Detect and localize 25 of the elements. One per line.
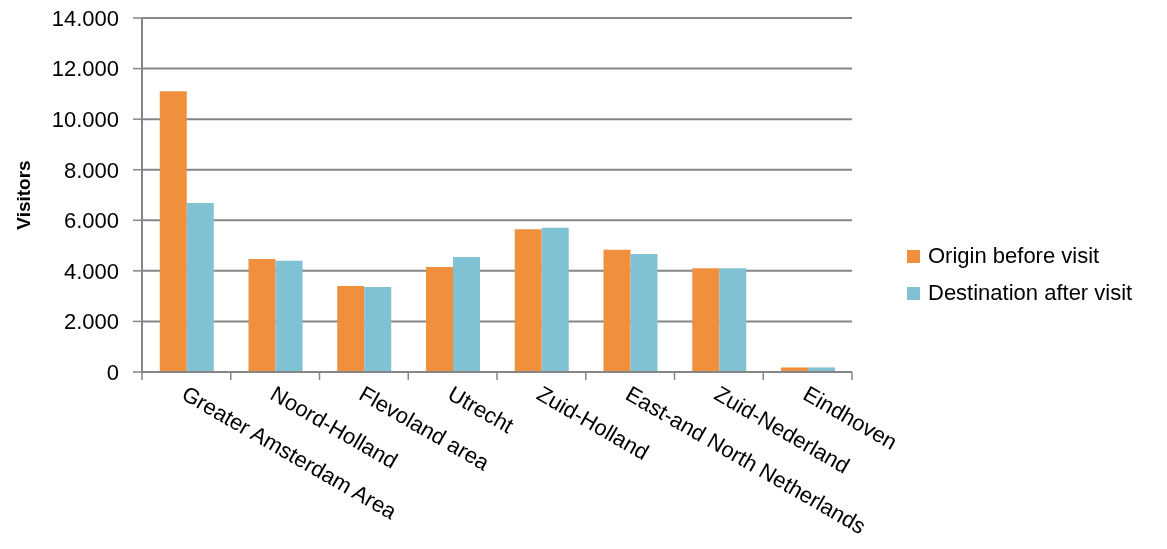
bar: [186, 203, 214, 372]
y-tick-label: 12.000: [51, 56, 119, 82]
bar: [248, 258, 276, 372]
bar: [426, 267, 453, 372]
bar: [630, 253, 658, 372]
bar: [337, 286, 365, 372]
bar: [603, 249, 631, 372]
bar: [364, 287, 392, 372]
legend-label: Destination after visit: [928, 280, 1133, 306]
bar: [541, 227, 569, 372]
y-tick-label: 4.000: [63, 258, 119, 284]
bar: [275, 260, 303, 372]
y-tick-label: 14.000: [51, 5, 119, 31]
bar: [453, 256, 480, 372]
bar: [719, 268, 747, 372]
y-tick-label: 2.000: [63, 309, 119, 335]
bar: [159, 91, 187, 372]
bar: [514, 229, 542, 372]
legend-label: Origin before visit: [928, 243, 1100, 269]
bar: [692, 268, 720, 372]
y-tick-label: 0: [106, 359, 119, 385]
y-tick-label: 10.000: [51, 106, 119, 132]
y-tick-label: 8.000: [63, 157, 119, 183]
y-axis-title: Visitors: [12, 160, 34, 230]
y-tick-label: 6.000: [63, 208, 119, 234]
